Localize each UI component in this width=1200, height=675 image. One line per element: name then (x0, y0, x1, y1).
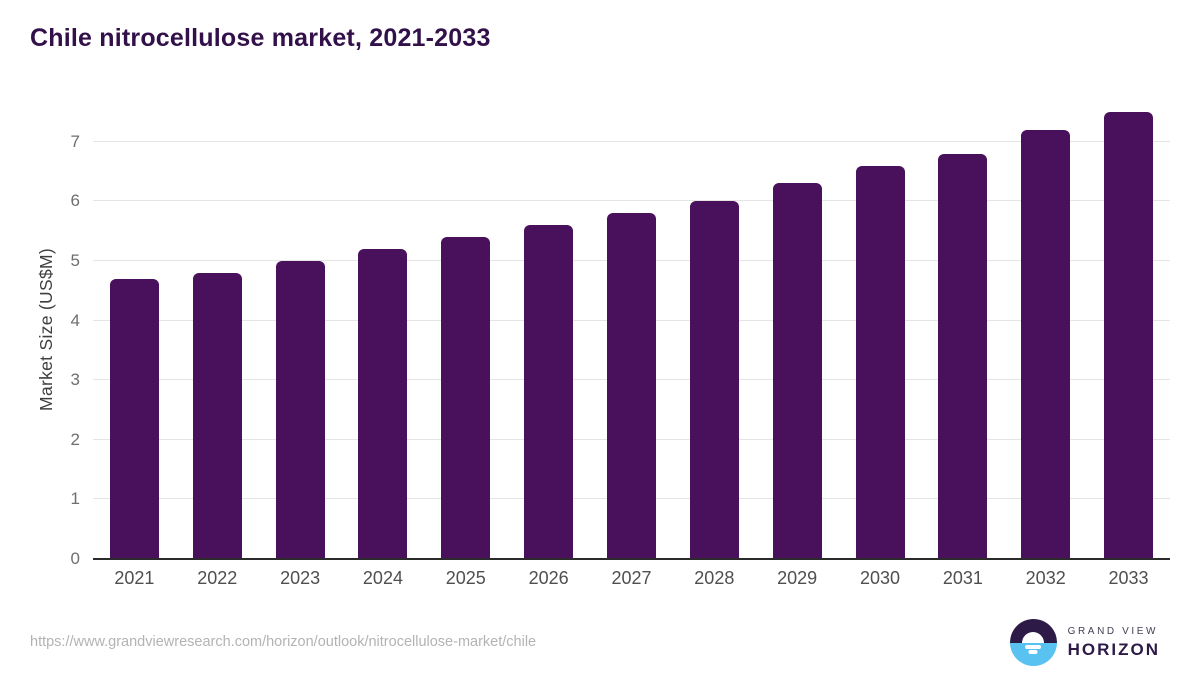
x-tick-2032: 2032 (1025, 568, 1066, 588)
bar-2030[interactable] (855, 165, 905, 559)
y-tick-4: 4 (70, 310, 80, 330)
bar-2031[interactable] (938, 153, 988, 559)
y-tick-2: 2 (70, 429, 80, 449)
x-axis-line (93, 558, 1170, 560)
chart-title: Chile nitrocellulose market, 2021-2033 (30, 24, 491, 52)
bar-slot-2031 (921, 153, 1004, 559)
bars-row (93, 100, 1170, 559)
y-tick-0: 0 (70, 549, 80, 568)
x-tick-2023: 2023 (280, 568, 321, 588)
x-axis-labels: 2021 2022 2023 2024 2025 2026 2027 2028 2029 2030… (93, 568, 1170, 589)
bar-slot-2028 (673, 201, 756, 559)
x-tick-2027: 2027 (611, 568, 652, 588)
logo-text: GRAND VIEW HORIZON (1068, 626, 1160, 660)
bar-2021[interactable] (109, 278, 159, 559)
bar-slot-2024 (342, 249, 425, 559)
x-tick-2021: 2021 (114, 568, 155, 588)
x-tick-2033: 2033 (1108, 568, 1149, 588)
bar-2025[interactable] (441, 237, 491, 559)
y-tick-6: 6 (70, 191, 80, 211)
y-tick-7: 7 (70, 131, 80, 151)
gridline-6 (93, 200, 1170, 202)
bar-slot-2026 (507, 225, 590, 559)
source-url[interactable]: https://www.grandviewresearch.com/horizo… (30, 634, 537, 650)
bar-slot-2025 (424, 237, 507, 559)
x-tick-2030: 2030 (859, 568, 901, 588)
bar-slot-2023 (259, 260, 342, 559)
x-tick-2029: 2029 (777, 568, 818, 588)
grand-view-horizon-logo[interactable]: GRAND VIEW HORIZON (1009, 619, 1160, 666)
bar-2022[interactable] (192, 272, 242, 559)
bar-2032[interactable] (1021, 129, 1071, 559)
plot-area: 0 1 2 3 4 5 6 7 (71, 100, 1170, 568)
y-tick-5: 5 (70, 250, 80, 270)
x-tick-2022: 2022 (197, 568, 238, 588)
logo-horizon-label: HORIZON (1067, 639, 1160, 659)
bar-slot-2021 (93, 278, 176, 559)
y-tick-3: 3 (70, 370, 80, 390)
x-tick-2024: 2024 (362, 568, 403, 588)
logo-grand-view-label: GRAND VIEW (1067, 625, 1159, 637)
gridline-7 (93, 140, 1170, 142)
bar-slot-2033 (1087, 111, 1170, 559)
bar-slot-2030 (839, 165, 922, 559)
bar-slot-2032 (1004, 129, 1087, 559)
x-tick-2025: 2025 (445, 568, 486, 588)
bar-2027[interactable] (606, 213, 656, 559)
bar-2026[interactable] (524, 225, 574, 559)
bar-2028[interactable] (689, 201, 739, 559)
x-tick-2028: 2028 (694, 568, 735, 588)
x-tick-2031: 2031 (942, 568, 983, 588)
bar-slot-2027 (590, 213, 673, 559)
x-tick-2026: 2026 (528, 568, 569, 588)
bar-2024[interactable] (358, 249, 408, 559)
bar-2029[interactable] (772, 183, 822, 559)
bar-slot-2029 (756, 183, 839, 559)
bar-2023[interactable] (275, 260, 325, 559)
bar-2033[interactable] (1104, 111, 1154, 559)
horizon-logo-icon (1009, 619, 1057, 666)
y-tick-1: 1 (70, 489, 80, 509)
bar-slot-2022 (176, 272, 259, 559)
